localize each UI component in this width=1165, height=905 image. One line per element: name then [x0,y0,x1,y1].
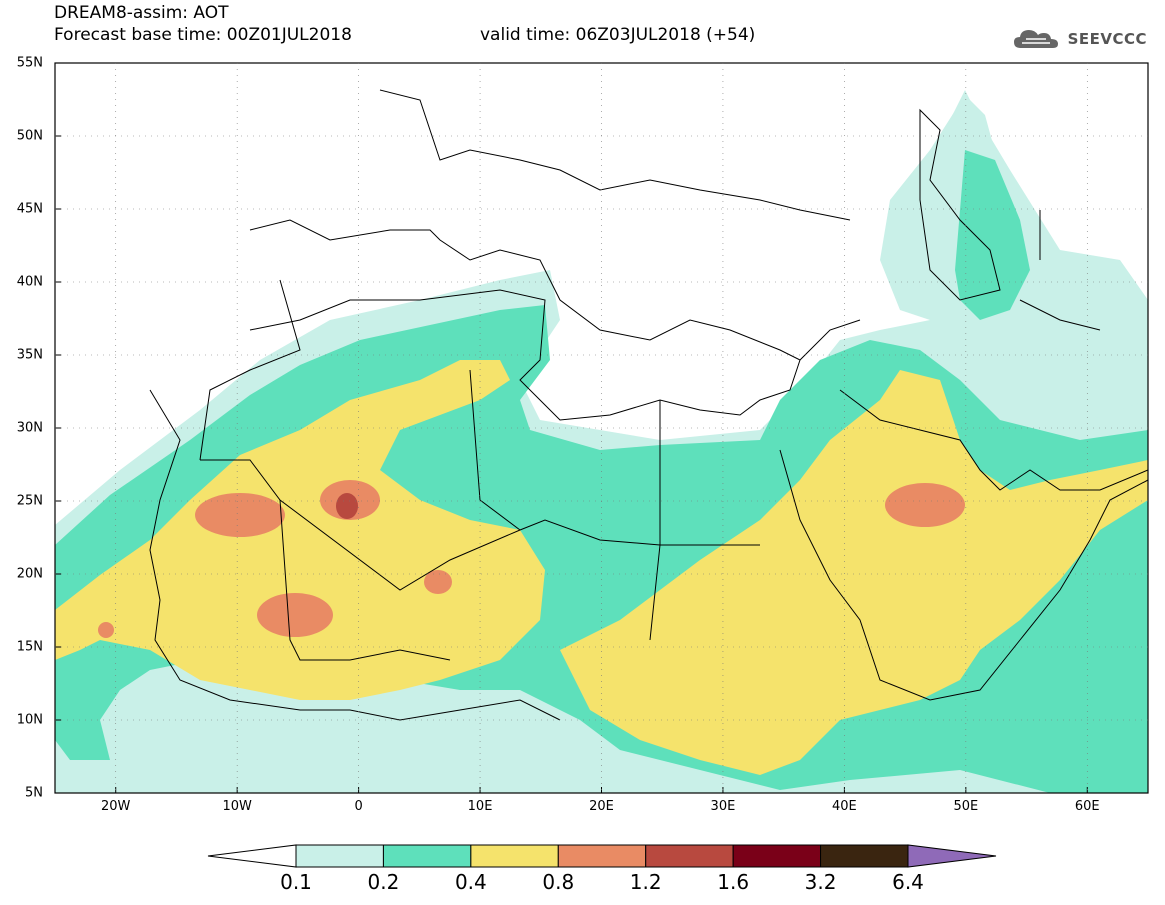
graticule [55,62,1148,794]
lat-label: 35N [16,347,43,363]
aot-band-0.2-caspian [955,150,1030,320]
colorbar-swatch [820,844,909,868]
aot-band-0.4 [55,360,545,700]
lat-label: 55N [16,55,43,71]
lon-label: 20W [101,799,131,814]
colorbar-label: 0.2 [367,870,400,894]
aot-band-0.8-f [98,622,114,638]
aot-band-0.8-e [885,483,965,527]
colorbar-swatch [557,844,647,868]
colorbar-swatch [732,844,822,868]
lat-label: 25N [16,493,43,509]
colorbar-swatch [382,844,472,868]
colorbar-label: 6.4 [892,870,924,894]
colorbar-swatch [645,844,734,868]
title-line-1: DREAM8-assim: AOT [54,3,229,23]
lon-label: 40E [831,799,857,814]
colorbar-label: 0.8 [542,870,575,894]
coastlines [149,89,1148,721]
title-base-time: Forecast base time: 00Z01JUL2018 [54,25,352,45]
colorbar-label: 0.1 [280,870,312,894]
colorbar-min-arrow [207,844,297,868]
colorbar-swatch [470,844,559,868]
lat-label: 10N [16,712,43,728]
colorbar-swatch [295,844,384,868]
colorbar [207,844,997,868]
colorbar-label: 0.4 [454,870,487,894]
aot-band-0.8-d [424,570,452,594]
lon-label: 60E [1074,799,1100,814]
aot-band-0.8-c [257,593,333,637]
lat-label: 30N [16,420,43,436]
lat-label: 20N [16,566,43,582]
colorbar-label: 1.2 [629,870,662,894]
cloud-icon [1013,30,1058,48]
lon-label: 10W [222,799,252,814]
lat-label: 50N [16,128,43,144]
lat-label: 45N [16,201,43,217]
lat-label: 15N [16,639,43,655]
title-valid-time: valid time: 06Z03JUL2018 (+54) [480,25,756,45]
lon-label: 50E [953,799,979,814]
lon-label: 30E [710,799,736,814]
lat-label: 40N [16,274,43,290]
colorbar-label: 1.6 [717,870,750,894]
aot-band-1.2 [336,493,358,519]
lon-label: 0 [354,799,363,814]
lat-label: 5N [25,785,43,801]
colorbar-max-arrow [907,844,997,868]
lon-label: 20E [589,799,614,814]
logo-text: SEEVCCC [1067,30,1147,48]
aot-band-0.8-a [195,493,285,537]
aot-band-0.4-east [560,370,1148,775]
lon-label: 10E [467,799,493,814]
seevccc-logo: SEEVCCC [1012,26,1147,52]
colorbar-label: 3.2 [804,870,837,894]
